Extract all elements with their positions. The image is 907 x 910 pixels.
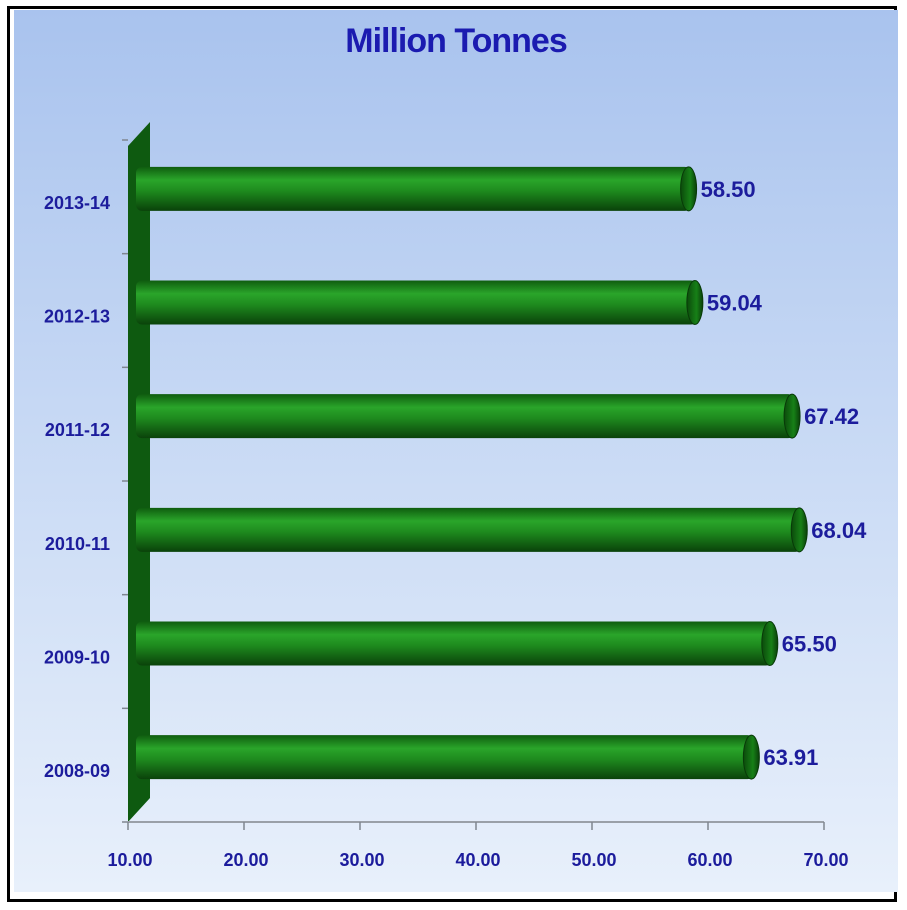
value-label: 58.50 [701,177,756,202]
value-label: 68.04 [811,518,867,543]
bar-cap [686,280,704,325]
value-label: 67.42 [804,404,859,429]
x-tick-label: 30.00 [339,850,384,870]
category-label: 2011-12 [45,420,110,440]
bar-cap [783,393,801,439]
chart-title: Million Tonnes [345,22,567,60]
category-label: 2009-10 [44,648,110,668]
value-label: 63.91 [763,745,818,770]
value-label: 59.04 [707,291,763,316]
x-tick-label: 60.00 [687,850,732,870]
category-label: 2013-14 [44,193,110,213]
x-tick-label: 70.00 [803,850,848,870]
category-label: 2010-11 [45,534,110,554]
category-label: 2012-13 [44,307,110,327]
axis-wall [128,122,150,822]
x-tick-label: 20.00 [223,850,268,870]
x-tick-label: 10.00 [107,850,152,870]
bar [136,394,795,439]
bar [136,280,697,325]
bar-cap [790,507,808,553]
bar [136,621,772,666]
bar-cap [680,166,698,212]
value-label: 65.50 [782,632,837,657]
x-tick-label: 40.00 [455,850,500,870]
bar [136,166,691,211]
bar-cap [761,621,779,666]
bar [136,507,802,552]
x-tick-label: 50.00 [571,850,616,870]
bar [136,735,754,780]
category-label: 2008-09 [44,761,110,781]
bar-cap [742,734,760,780]
